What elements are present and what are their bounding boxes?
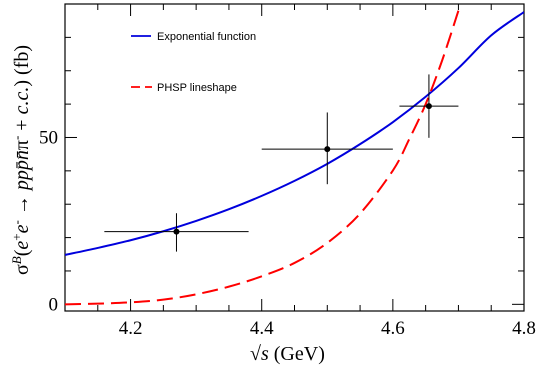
axis-ticks bbox=[64, 4, 525, 311]
x-tick-label: 4.6 bbox=[381, 318, 405, 339]
data-point bbox=[399, 74, 459, 138]
y-tick-label: 50 bbox=[39, 127, 58, 148]
series-curves bbox=[65, 10, 524, 306]
point-marker bbox=[425, 103, 432, 110]
x-tick-label: 4.8 bbox=[512, 318, 536, 339]
plot-frame bbox=[64, 3, 525, 312]
y-tick-label: 0 bbox=[49, 294, 59, 315]
svg-text:σB(e+e- → ppp̄n̄π- + c.c.) (fb: σB(e+e- → ppp̄n̄π- + c.c.) (fb) bbox=[9, 45, 33, 275]
exponential-fit-curve bbox=[65, 11, 524, 256]
x-axis-title: √s (GeV) bbox=[250, 343, 325, 365]
data-points bbox=[104, 74, 459, 252]
data-point bbox=[261, 112, 393, 185]
legend-label-phsp: PHSP lineshape bbox=[157, 82, 237, 94]
tick-labels: 4.2 4.4 4.6 4.8 0 50 bbox=[39, 127, 536, 339]
data-point bbox=[104, 213, 249, 252]
x-tick-label: 4.4 bbox=[250, 318, 274, 339]
plot-area: 4.2 4.4 4.6 4.8 0 50 bbox=[39, 3, 536, 339]
point-marker bbox=[173, 228, 180, 235]
legend: Exponential function PHSP lineshape bbox=[131, 31, 256, 94]
phsp-lineshape-curve bbox=[65, 10, 460, 306]
x-tick-label: 4.2 bbox=[119, 318, 143, 339]
legend-label-exponential: Exponential function bbox=[157, 31, 256, 43]
y-axis-title: σB(e+e- → ppp̄n̄π- + c.c.) (fb) bbox=[9, 45, 33, 275]
point-marker bbox=[324, 146, 331, 153]
svg-text:√s (GeV): √s (GeV) bbox=[250, 343, 325, 365]
